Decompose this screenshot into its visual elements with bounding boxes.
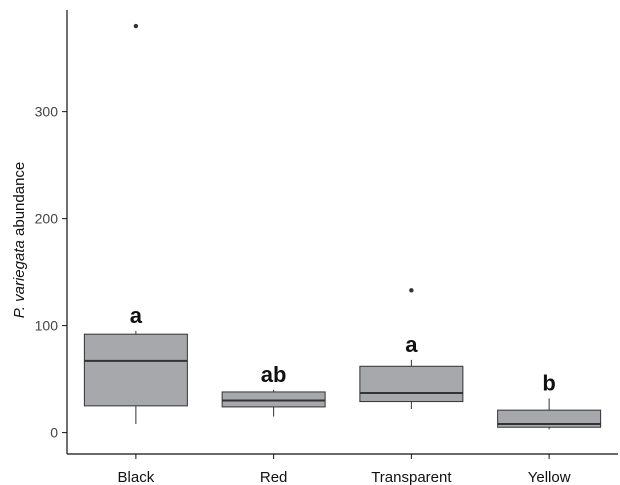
significance-label: ab <box>261 362 287 387</box>
box-yellow: b <box>497 370 602 430</box>
box-iqr <box>221 391 326 408</box>
x-tick-label: Red <box>260 469 288 485</box>
outlier-point <box>409 288 414 293</box>
outlier-point <box>133 23 139 29</box>
box-red: ab <box>221 362 326 417</box>
box-iqr <box>359 365 464 403</box>
x-tick-label: Transparent <box>371 469 452 485</box>
y-tick-label: 200 <box>35 211 59 227</box>
box-iqr <box>83 333 188 407</box>
significance-label: a <box>130 303 143 328</box>
y-axis-ticks: 0 100 200 300 <box>35 104 67 441</box>
significance-label: b <box>542 370 555 395</box>
significance-label: a <box>405 332 418 357</box>
x-tick-label: Yellow <box>528 469 571 485</box>
y-axis-title-italic: P. variegata <box>11 240 28 318</box>
x-axis-ticks: Black Red Transparent Yellow <box>118 454 571 485</box>
y-tick-label: 100 <box>35 318 59 334</box>
y-axis-title-plain: abundance <box>11 162 28 240</box>
y-tick-label: 300 <box>35 104 59 120</box>
x-tick-label: Black <box>118 469 155 485</box>
box-black: a <box>83 23 188 425</box>
y-tick-label: 0 <box>50 425 58 441</box>
box-iqr <box>497 409 602 428</box>
y-axis-title: P. variegata abundance <box>11 162 28 319</box>
box-transparent: a <box>359 288 464 410</box>
